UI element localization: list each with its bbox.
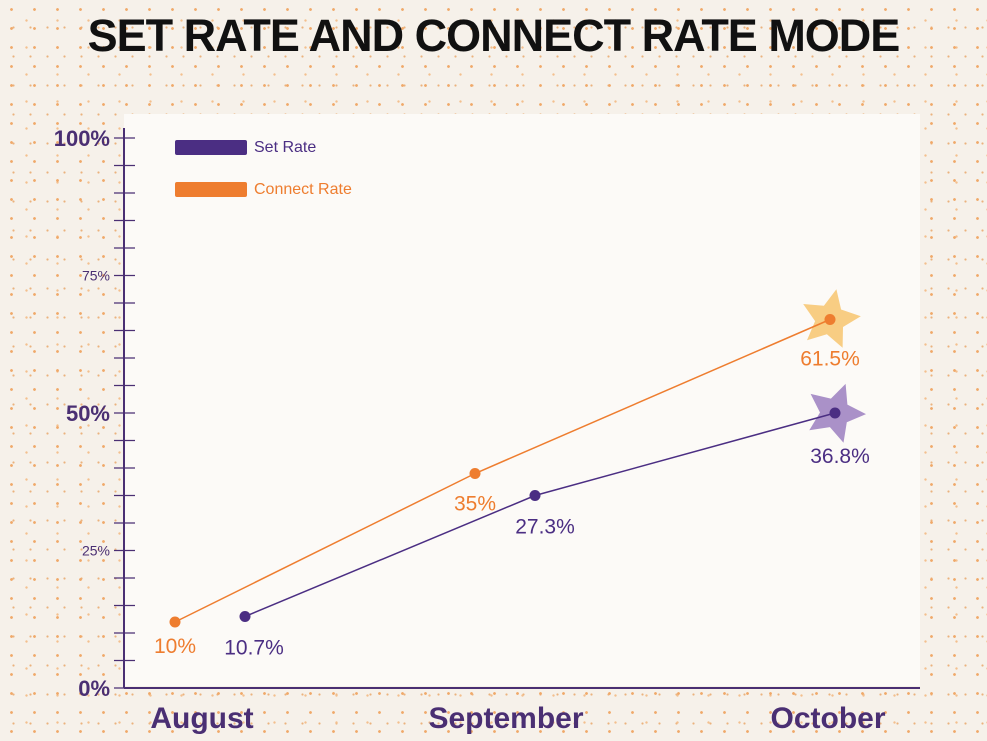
legend-label: Set Rate bbox=[254, 139, 316, 156]
data-label: 61.5% bbox=[800, 348, 860, 371]
data-label: 27.3% bbox=[515, 516, 575, 539]
y-tick-label: 0% bbox=[78, 676, 110, 701]
legend-swatch bbox=[175, 182, 247, 197]
data-label: 36.8% bbox=[810, 445, 870, 468]
x-tick-label: August bbox=[150, 702, 253, 735]
data-point bbox=[829, 407, 841, 419]
y-tick-label: 75% bbox=[82, 268, 110, 284]
series-line-connect-rate bbox=[174, 318, 831, 623]
legend-label: Connect Rate bbox=[254, 181, 352, 198]
x-tick-label: October bbox=[770, 702, 885, 735]
data-point bbox=[239, 611, 251, 622]
chart-title: SET RATE AND CONNECT RATE MODE bbox=[87, 10, 901, 61]
data-point bbox=[469, 468, 481, 479]
data-label: 35% bbox=[454, 493, 496, 516]
data-point bbox=[169, 616, 181, 628]
data-label: 10.7% bbox=[224, 637, 284, 660]
y-tick-label: 100% bbox=[54, 126, 110, 151]
legend-swatch bbox=[175, 140, 247, 155]
data-point bbox=[824, 314, 836, 325]
plot-area bbox=[124, 114, 920, 686]
data-label: 10% bbox=[154, 635, 196, 658]
data-point bbox=[529, 490, 541, 501]
y-tick-label: 25% bbox=[82, 543, 110, 559]
y-tick-label: 50% bbox=[66, 401, 110, 426]
x-tick-label: September bbox=[428, 702, 583, 735]
